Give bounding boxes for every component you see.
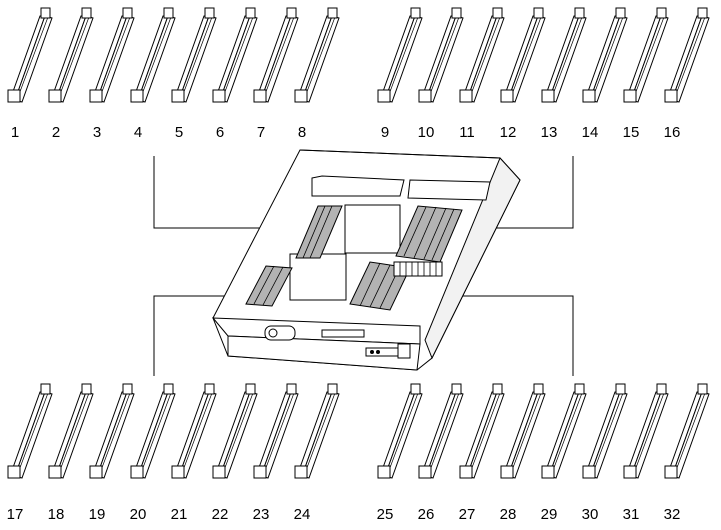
slot-label-16: 16 [664,124,681,141]
dimm-slot-6 [212,7,258,103]
dimm-slot-27 [459,383,505,479]
dimm-slot-26 [418,383,464,479]
dimm-slot-2 [48,7,94,103]
dimm-slot-21 [171,383,217,479]
slot-label-17: 17 [7,506,24,523]
dimm-slot-9 [377,7,423,103]
slot-label-18: 18 [48,506,65,523]
dimm-bank-upper-left [295,205,343,259]
slot-label-32: 32 [664,506,681,523]
slot-label-14: 14 [582,124,599,141]
slot-label-15: 15 [623,124,640,141]
slot-label-23: 23 [253,506,270,523]
slot-group-top-left [7,7,340,103]
dimm-slot-18 [48,383,94,479]
slot-label-3: 3 [93,124,101,141]
dimm-slot-17 [7,383,53,479]
leader-top-left [153,156,300,229]
connector-block-left [311,175,405,197]
dimm-slot-14 [582,7,628,103]
dimm-slot-32 [664,383,710,479]
dimm-bank-lower-left [245,265,293,307]
dimm-slot-23 [253,383,299,479]
dimm-slot-7 [253,7,299,103]
slot-label-4: 4 [134,124,142,141]
slot-label-11: 11 [459,124,475,141]
dimm-slot-28 [500,383,546,479]
cpu-block-lower [289,253,347,301]
dimm-slot-5 [171,7,217,103]
slot-label-6: 6 [216,124,224,141]
dimm-slot-4 [130,7,176,103]
dimm-slot-3 [89,7,135,103]
slot-label-8: 8 [298,124,306,141]
slot-label-1: 1 [11,124,19,141]
slot-label-12: 12 [500,124,517,141]
dimm-slot-22 [212,383,258,479]
slot-label-31: 31 [623,506,640,523]
dimm-bank-upper-right [395,205,463,263]
pull-handle [397,343,411,359]
memory-tray-illustration [211,149,521,371]
dimm-slot-29 [541,383,587,479]
dimm-slot-30 [582,383,628,479]
dimm-slot-8 [294,7,340,103]
dimm-slot-13 [541,7,587,103]
dimm-slot-25 [377,383,423,479]
dimm-slot-10 [418,7,464,103]
status-led [376,350,380,354]
slot-label-13: 13 [541,124,558,141]
slot-label-2: 2 [52,124,60,141]
status-led [370,350,374,354]
latch-screw [268,328,278,338]
dimm-slot-20 [130,383,176,479]
slot-group-bottom-right [377,383,710,479]
dimm-slot-1 [7,7,53,103]
dimm-slot-15 [623,7,669,103]
slot-label-26: 26 [418,506,435,523]
dimm-slot-12 [500,7,546,103]
cpu-block-upper [344,204,401,254]
slot-label-21: 21 [171,506,188,523]
slot-label-28: 28 [500,506,517,523]
dimm-slot-16 [664,7,710,103]
slot-group-top-right [377,7,710,103]
dimm-slot-19 [89,383,135,479]
label-slot [321,329,365,338]
front-panel [227,335,421,371]
slot-label-20: 20 [130,506,147,523]
slot-label-30: 30 [582,506,599,523]
slot-label-24: 24 [294,506,311,523]
connector-block-right [407,179,491,201]
slot-label-10: 10 [418,124,435,141]
slot-label-9: 9 [381,124,389,141]
slot-label-27: 27 [459,506,476,523]
dimm-slot-24 [294,383,340,479]
tray-right-wall [424,157,521,360]
slot-group-bottom-left [7,383,340,479]
slot-label-25: 25 [377,506,394,523]
slot-label-19: 19 [89,506,106,523]
slot-label-29: 29 [541,506,558,523]
dimm-slot-11 [459,7,505,103]
slot-label-5: 5 [175,124,183,141]
slot-label-7: 7 [257,124,265,141]
slot-label-22: 22 [212,506,229,523]
dimm-slot-31 [623,383,669,479]
